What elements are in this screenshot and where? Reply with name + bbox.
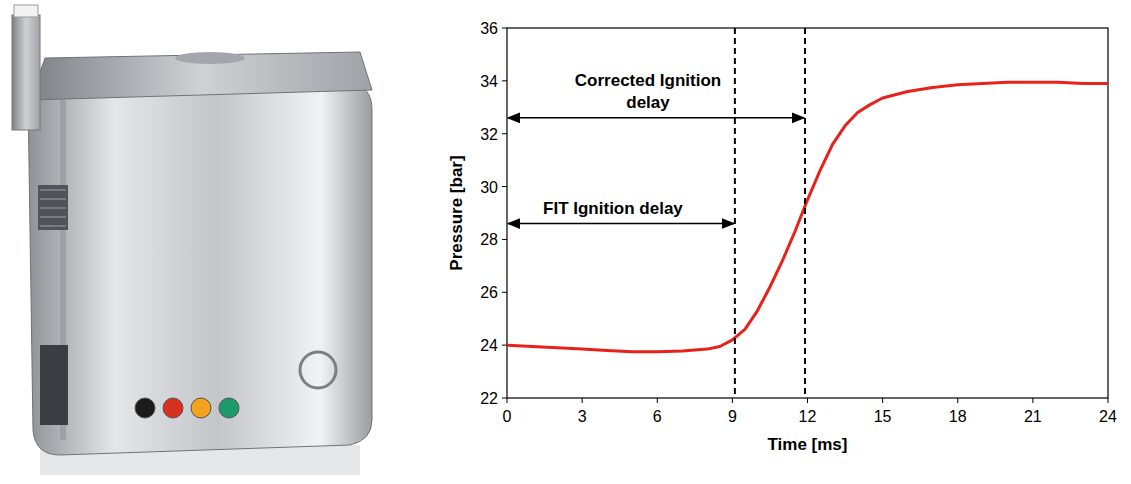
y-tick-label: 22: [480, 390, 498, 407]
x-tick: [1032, 398, 1033, 403]
pressure-line: [507, 82, 1108, 352]
x-tick-label: 18: [949, 408, 967, 425]
annotation-label: Corrected Ignition delay: [575, 71, 721, 112]
y-tick: [502, 28, 507, 29]
fan-grille: [40, 217, 66, 218]
x-tick-label: 24: [1099, 408, 1117, 425]
y-tick: [502, 345, 507, 346]
y-tick-label: 28: [480, 231, 498, 248]
x-axis-title: Time [ms]: [768, 435, 848, 454]
plot-frame: [507, 28, 1108, 398]
canvas: 036912151821242224262830323436Time [ms]P…: [0, 0, 1131, 484]
annotation-label: FIT Ignition delay: [543, 199, 683, 218]
y-tick: [502, 398, 507, 399]
button: [135, 398, 155, 418]
y-tick-label: 32: [480, 126, 498, 143]
x-tick: [657, 398, 658, 403]
button: [163, 398, 183, 418]
y-tick: [502, 80, 507, 81]
lid: [30, 52, 372, 100]
y-tick: [502, 239, 507, 240]
logo: [300, 352, 336, 388]
annotation-line: delay: [626, 93, 670, 112]
body: [28, 85, 372, 455]
y-tick-label: 26: [480, 284, 498, 301]
x-tick-label: 9: [728, 408, 737, 425]
y-tick-label: 24: [480, 337, 498, 354]
x-tick: [507, 398, 508, 403]
injector-cylinder: [12, 15, 40, 130]
button: [219, 398, 239, 418]
machine-illustration: [12, 5, 372, 475]
fan-grille: [40, 199, 66, 200]
marker-line: [804, 28, 806, 398]
x-tick: [1108, 398, 1109, 403]
x-tick-label: 6: [653, 408, 662, 425]
fan-grille: [40, 190, 66, 191]
y-tick: [502, 133, 507, 134]
y-tick-label: 36: [480, 20, 498, 37]
label-plate: [40, 345, 68, 425]
annotation-line: FIT Ignition delay: [543, 199, 683, 218]
x-tick: [732, 398, 733, 403]
y-tick-label: 34: [480, 73, 498, 90]
x-tick-label: 15: [874, 408, 892, 425]
injector-cap: [14, 5, 38, 17]
delay-arrow: [508, 117, 804, 119]
x-tick-label: 0: [503, 408, 512, 425]
x-tick-label: 21: [1024, 408, 1042, 425]
plot-area: [507, 82, 1108, 352]
lid-port: [175, 52, 245, 64]
x-tick: [957, 398, 958, 403]
y-axis-title: Pressure [bar]: [447, 155, 466, 270]
y-tick: [502, 292, 507, 293]
fan-grille: [40, 226, 66, 227]
delay-arrow: [508, 223, 734, 225]
marker-line: [734, 28, 736, 398]
x-tick: [882, 398, 883, 403]
x-tick: [807, 398, 808, 403]
fan-grille: [40, 208, 66, 209]
button: [191, 398, 211, 418]
x-tick-label: 3: [578, 408, 587, 425]
annotation-line: Corrected Ignition: [575, 71, 721, 90]
y-tick-label: 30: [480, 179, 498, 196]
y-tick: [502, 186, 507, 187]
x-tick-label: 12: [799, 408, 817, 425]
x-tick: [582, 398, 583, 403]
fan: [38, 185, 68, 230]
